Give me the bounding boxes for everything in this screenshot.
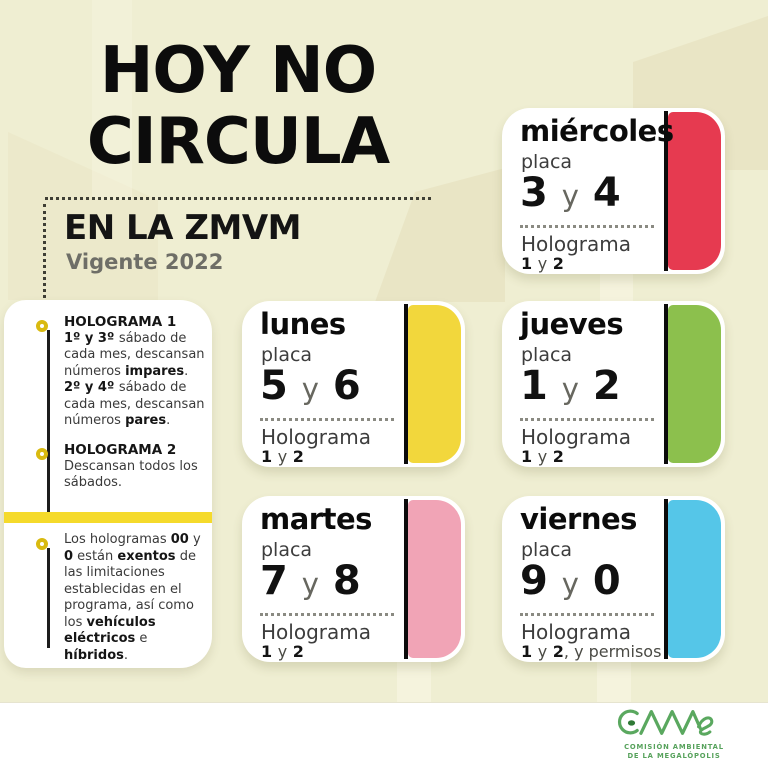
placa-label: placa: [521, 151, 573, 173]
card-black-line: [664, 111, 668, 271]
bullet-ring-icon: [36, 320, 48, 332]
day-card-lunes: lunes placa 5 y 6 Holograma 1 y 2: [242, 301, 465, 467]
plate-numbers: 1 y 2: [520, 363, 621, 409]
card-dotted-divider: [260, 418, 394, 421]
yellow-divider-bar: [4, 512, 212, 523]
plate-numbers: 3 y 4: [520, 170, 621, 216]
hologram-label: Holograma: [521, 232, 631, 256]
plate-numbers: 7 y 8: [260, 558, 361, 604]
dotted-divider-horizontal: [45, 197, 431, 200]
exemptions-section: Los hologramas 00 y 0 están exentos de l…: [64, 532, 206, 664]
plate-numbers: 5 y 6: [260, 363, 361, 409]
page-title: HOY NO CIRCULA: [58, 36, 418, 178]
placa-label: placa: [521, 344, 573, 366]
bullet-ring-icon: [36, 448, 48, 460]
hologram-1-section: HOLOGRAMA 1 1º y 3º sábado de cada mes, …: [64, 314, 206, 430]
footer-strip: [0, 702, 768, 768]
came-logo-text-1: COMISIÓN AMBIENTAL: [624, 743, 724, 751]
hologram-2-heading: HOLOGRAMA 2: [64, 442, 177, 458]
hologram-values: 1 y 2: [261, 447, 304, 466]
hologram-values: 1 y 2: [521, 447, 564, 466]
card-dotted-divider: [520, 613, 654, 616]
day-color-block: [668, 500, 721, 658]
placa-label: placa: [261, 344, 313, 366]
hologram-label: Holograma: [261, 620, 371, 644]
title-line-1: HOY NO: [99, 34, 377, 108]
hologram-values: 1 y 2: [521, 254, 564, 273]
dotted-divider-vertical: [43, 204, 46, 322]
hologram-1-body: 1º y 3º sábado de cada mes, descansan nú…: [64, 330, 205, 429]
card-black-line: [664, 499, 668, 659]
card-dotted-divider: [260, 613, 394, 616]
card-black-line: [404, 304, 408, 464]
card-black-line: [664, 304, 668, 464]
day-name: martes: [260, 502, 372, 536]
day-color-block: [668, 112, 721, 270]
card-dotted-divider: [520, 418, 654, 421]
came-logo-text-2: DE LA MEGALÓPOLIS: [627, 751, 721, 760]
day-color-block: [408, 305, 461, 463]
day-name: jueves: [520, 307, 624, 341]
day-card-martes: martes placa 7 y 8 Holograma 1 y 2: [242, 496, 465, 662]
day-card-jueves: jueves placa 1 y 2 Holograma 1 y 2: [502, 301, 725, 467]
day-name: viernes: [520, 502, 637, 536]
timeline-connector: [47, 548, 50, 648]
hologram-2-body: Descansan todos los sábados.: [64, 458, 198, 491]
hologram-label: Holograma: [261, 425, 371, 449]
placa-label: placa: [261, 539, 313, 561]
bullet-ring-icon: [36, 538, 48, 550]
exemptions-body: Los hologramas 00 y 0 están exentos de l…: [64, 532, 201, 663]
hologram-1-heading: HOLOGRAMA 1: [64, 314, 177, 330]
hologram-rules-panel: HOLOGRAMA 1 1º y 3º sábado de cada mes, …: [4, 300, 212, 668]
card-black-line: [404, 499, 408, 659]
hologram-label: Holograma: [521, 620, 631, 644]
day-card-viernes: viernes placa 9 y 0 Holograma 1 y 2, y p…: [502, 496, 725, 662]
title-line-2: CIRCULA: [86, 105, 390, 179]
came-logo-icon: [617, 709, 714, 736]
validity-text: Vigente 2022: [66, 250, 224, 274]
day-color-block: [408, 500, 461, 658]
day-name: miércoles: [520, 114, 674, 148]
day-color-block: [668, 305, 721, 463]
day-name: lunes: [260, 307, 346, 341]
came-logo: COMISIÓN AMBIENTAL DE LA MEGALÓPOLIS: [598, 705, 750, 760]
timeline-connector: [47, 330, 50, 514]
hologram-2-section: HOLOGRAMA 2 Descansan todos los sábados.: [64, 442, 206, 492]
plate-numbers: 9 y 0: [520, 558, 621, 604]
hologram-label: Holograma: [521, 425, 631, 449]
card-dotted-divider: [520, 225, 654, 228]
hologram-values: 1 y 2, y permisos: [521, 642, 662, 661]
region-subtitle: EN LA ZMVM: [64, 208, 301, 248]
hologram-values: 1 y 2: [261, 642, 304, 661]
day-card-miercoles: miércoles placa 3 y 4 Holograma 1 y 2: [502, 108, 725, 274]
placa-label: placa: [521, 539, 573, 561]
